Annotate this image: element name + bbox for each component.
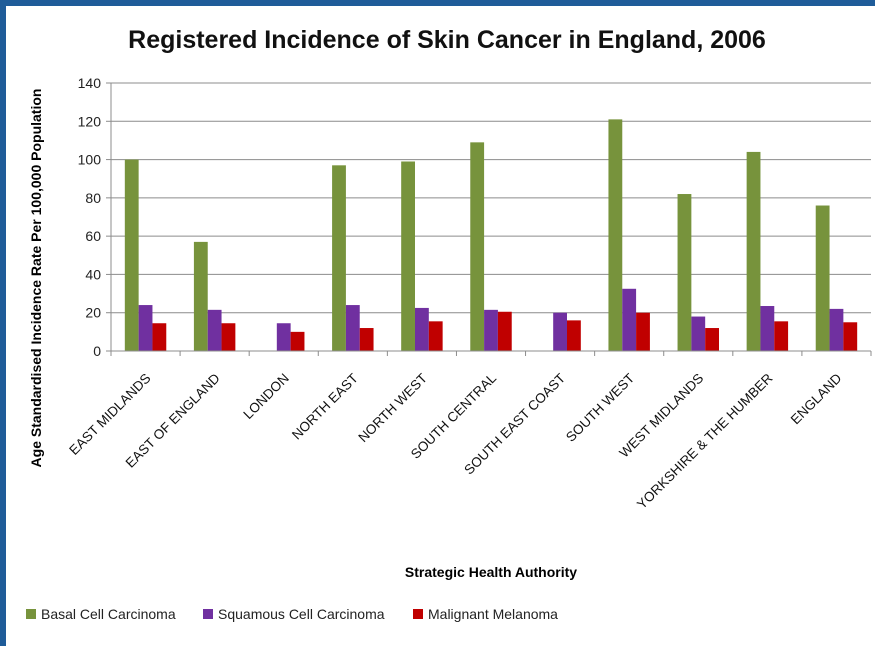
bar-malignant-melanoma bbox=[428, 321, 443, 351]
x-tick-label: LONDON bbox=[240, 371, 291, 422]
bar-malignant-melanoma bbox=[290, 331, 305, 351]
bar-squamous-cell-carcinoma bbox=[276, 323, 291, 351]
y-axis-title: Age Standardised Incidence Rate Per 100,… bbox=[28, 89, 44, 468]
bar-malignant-melanoma bbox=[636, 312, 650, 351]
bar-squamous-cell-carcinoma bbox=[345, 305, 360, 351]
y-tick-label: 140 bbox=[78, 75, 102, 91]
bar-basal-cell-carcinoma bbox=[401, 161, 415, 351]
y-tick-labels: 0 20 40 60 80 100 120 140 bbox=[78, 75, 102, 359]
bar-squamous-cell-carcinoma bbox=[622, 288, 637, 351]
legend-label: Squamous Cell Carcinoma bbox=[218, 606, 385, 622]
chart: Registered Incidence of Skin Cancer in E… bbox=[26, 26, 872, 622]
bar-malignant-melanoma bbox=[774, 321, 789, 351]
y-tick-label: 80 bbox=[85, 190, 101, 206]
bar-squamous-cell-carcinoma bbox=[691, 316, 706, 351]
bar-malignant-melanoma bbox=[497, 311, 512, 351]
bar-basal-cell-carcinoma bbox=[746, 151, 761, 351]
legend-swatch bbox=[26, 609, 36, 619]
bar-malignant-melanoma bbox=[843, 322, 858, 351]
bar-squamous-cell-carcinoma bbox=[138, 305, 153, 351]
bar-basal-cell-carcinoma bbox=[677, 194, 692, 351]
axes bbox=[110, 83, 872, 356]
bar-basal-cell-carcinoma bbox=[332, 165, 346, 351]
gridlines bbox=[106, 82, 871, 352]
bar-squamous-cell-carcinoma bbox=[484, 309, 498, 351]
x-tick-label: YORKSHIRE & THE HUMBER bbox=[634, 370, 776, 512]
chart-frame: Registered Incidence of Skin Cancer in E… bbox=[6, 6, 875, 646]
legend: Basal Cell Carcinoma Squamous Cell Carcin… bbox=[26, 606, 558, 622]
y-tick-label: 40 bbox=[85, 266, 101, 282]
bar-malignant-melanoma bbox=[705, 328, 719, 351]
legend-swatch bbox=[203, 609, 213, 619]
bar-malignant-melanoma bbox=[152, 323, 167, 351]
y-tick-label: 120 bbox=[78, 113, 102, 129]
bar-malignant-melanoma bbox=[359, 328, 374, 351]
bar-basal-cell-carcinoma bbox=[815, 205, 830, 351]
x-axis-title: Strategic Health Authority bbox=[405, 564, 577, 580]
x-tick-label: NORTH WEST bbox=[355, 371, 430, 446]
x-tick-label: NORTH EAST bbox=[289, 371, 361, 443]
legend-label: Malignant Melanoma bbox=[428, 606, 558, 622]
bar-squamous-cell-carcinoma bbox=[760, 306, 775, 351]
bar-squamous-cell-carcinoma bbox=[553, 312, 567, 351]
bar-squamous-cell-carcinoma bbox=[829, 308, 844, 351]
bar-squamous-cell-carcinoma bbox=[415, 307, 429, 351]
x-tick-label: ENGLAND bbox=[788, 370, 845, 427]
y-tick-label: 20 bbox=[85, 305, 101, 321]
bar-basal-cell-carcinoma bbox=[470, 142, 485, 351]
legend-swatch bbox=[413, 609, 423, 619]
bar-squamous-cell-carcinoma bbox=[207, 309, 222, 351]
x-tick-label: SOUTH WEST bbox=[563, 371, 637, 445]
bar-basal-cell-carcinoma bbox=[608, 119, 623, 351]
bar-malignant-melanoma bbox=[567, 320, 581, 351]
chart-title: Registered Incidence of Skin Cancer in E… bbox=[128, 26, 766, 54]
y-tick-label: 100 bbox=[78, 152, 102, 168]
y-tick-label: 0 bbox=[93, 343, 101, 359]
bar-basal-cell-carcinoma bbox=[193, 241, 208, 351]
bar-malignant-melanoma bbox=[221, 323, 236, 351]
bars bbox=[124, 119, 858, 351]
legend-label: Basal Cell Carcinoma bbox=[41, 606, 176, 622]
y-tick-label: 60 bbox=[85, 228, 101, 244]
bar-basal-cell-carcinoma bbox=[124, 159, 139, 351]
